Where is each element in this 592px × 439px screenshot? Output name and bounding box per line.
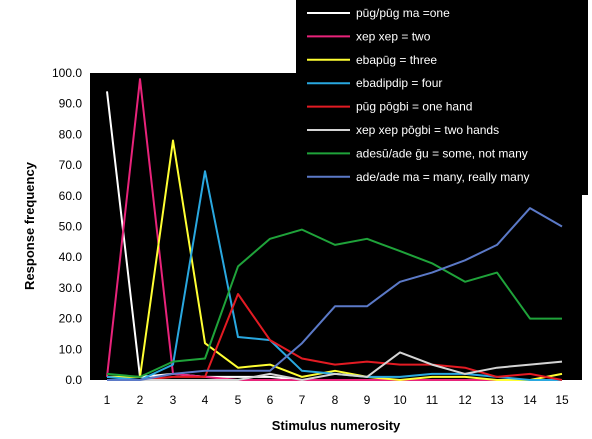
x-axis: 1 2 3 4 5 6 7 8 9 10 11 12 13 14 15 [104, 393, 569, 407]
series-line [107, 139, 563, 381]
y-tick-label: 30.0 [59, 281, 83, 295]
x-tick-label: 15 [555, 393, 569, 407]
legend-label: pūg/pūg ma =one [356, 6, 450, 20]
x-tick-label: 5 [235, 393, 242, 407]
x-tick-label: 13 [490, 393, 504, 407]
series-line [106, 228, 562, 378]
legend-label: xep xep pōgbi = two hands [356, 123, 499, 137]
series-lines [106, 78, 563, 381]
x-tick-label: 14 [523, 393, 537, 407]
legend-label: ade/ade ma = many, really many [356, 170, 530, 184]
y-tick-label: 40.0 [59, 250, 83, 264]
series-line [107, 351, 563, 381]
legend-label: ebapūg = three [356, 53, 437, 67]
y-tick-label: 10.0 [59, 342, 83, 356]
x-tick-label: 7 [299, 393, 306, 407]
legend-label: xep xep = two [356, 29, 431, 43]
y-tick-label: 80.0 [59, 127, 83, 141]
series-line [107, 293, 563, 381]
y-tick-label: 100.0 [52, 66, 82, 80]
legend-label: adesū/ade ḡu = some, not many [356, 146, 528, 160]
x-tick-label: 3 [170, 393, 177, 407]
x-tick-label: 10 [393, 393, 407, 407]
x-axis-title: Stimulus numerosity [272, 418, 401, 433]
legend-label: ebadipdip = four [356, 76, 442, 90]
x-tick-label: 11 [426, 393, 439, 407]
legend-box [296, 0, 588, 195]
x-tick-label: 1 [104, 393, 111, 407]
y-tick-label: 20.0 [59, 312, 83, 326]
y-tick-label: 0.0 [65, 373, 82, 387]
y-axis: 0.0 10.0 20.0 30.0 40.0 50.0 60.0 70.0 80.0 90.0 1… [52, 66, 82, 387]
y-tick-label: 60.0 [59, 189, 83, 203]
x-tick-label: 9 [364, 393, 371, 407]
series-line [106, 78, 562, 381]
y-tick-label: 90.0 [59, 97, 83, 111]
legend-label: pūg pōgbi = one hand [356, 100, 472, 114]
series-line [107, 207, 563, 381]
x-tick-label: 2 [137, 393, 144, 407]
x-tick-label: 8 [332, 393, 339, 407]
legend: pūg/pūg ma =one xep xep = two ebapūg = thr… [307, 6, 530, 184]
y-tick-label: 70.0 [59, 158, 83, 172]
x-tick-label: 6 [267, 393, 274, 407]
y-tick-label: 50.0 [59, 220, 83, 234]
x-tick-label: 4 [202, 393, 209, 407]
y-axis-title: Response frequency [22, 161, 37, 290]
x-tick-label: 12 [458, 393, 472, 407]
